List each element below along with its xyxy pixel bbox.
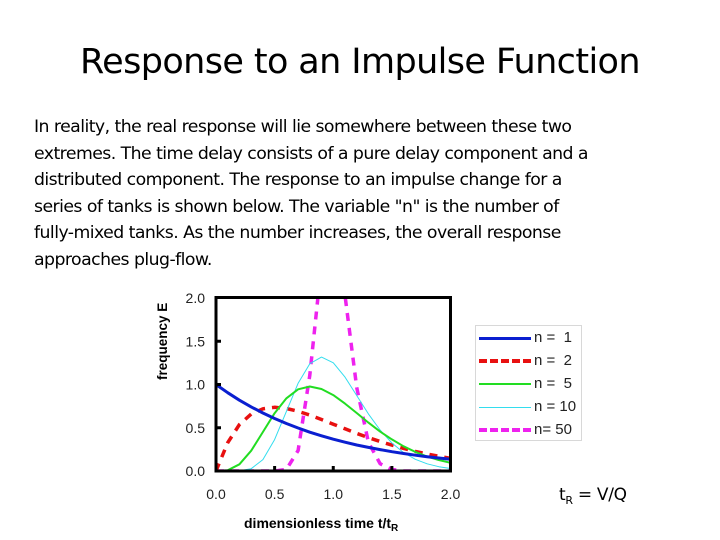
residence-time-formula: tR = V/Q (559, 485, 627, 507)
legend-line-n5 (479, 383, 531, 385)
slide-title: Response to an Impulse Function (80, 42, 641, 82)
chart-series (216, 297, 451, 471)
x-tick-label: 1.0 (324, 486, 344, 502)
x-axis-label: dimensionless time t/tR (244, 515, 399, 534)
y-tick-label: 0.5 (186, 420, 206, 436)
x-tick-label: 1.5 (382, 486, 402, 502)
legend-item-n50: n= 50 (479, 420, 583, 440)
plot-frame (214, 296, 452, 473)
series-line-2 (216, 405, 451, 471)
series-line-10 (216, 356, 451, 471)
legend-line-n2 (479, 359, 531, 363)
y-tick-label: 1.5 (186, 333, 206, 349)
x-tick-label: 0.5 (265, 486, 285, 502)
legend-line-n10 (479, 407, 531, 408)
legend-line-n1 (479, 337, 531, 340)
legend-line-n50 (479, 428, 531, 432)
chart-legend: n = 1 n = 2 n = 5 n = 10 n= 50 (475, 325, 582, 441)
series-line-5 (216, 385, 451, 471)
y-axis-label: frequency E (155, 302, 170, 380)
series-line-1 (216, 383, 451, 461)
legend-item-n2: n = 2 (479, 351, 583, 371)
legend-item-n10: n = 10 (479, 397, 583, 417)
axis-ticks: 0.0 0.5 1.0 1.5 2.0 0.0 0.5 1.0 1.5 2.0 (186, 290, 461, 502)
x-tick-label: 0.0 (206, 486, 226, 502)
legend-item-n1: n = 1 (479, 328, 583, 348)
x-tick-label: 2.0 (441, 486, 461, 502)
y-tick-label: 0.0 (186, 463, 206, 479)
series-line-50 (216, 297, 451, 471)
legend-item-n5: n = 5 (479, 374, 583, 394)
y-tick-label: 2.0 (186, 290, 206, 306)
slide-body-text: In reality, the real response will lie s… (34, 117, 589, 270)
y-tick-label: 1.0 (186, 377, 206, 393)
